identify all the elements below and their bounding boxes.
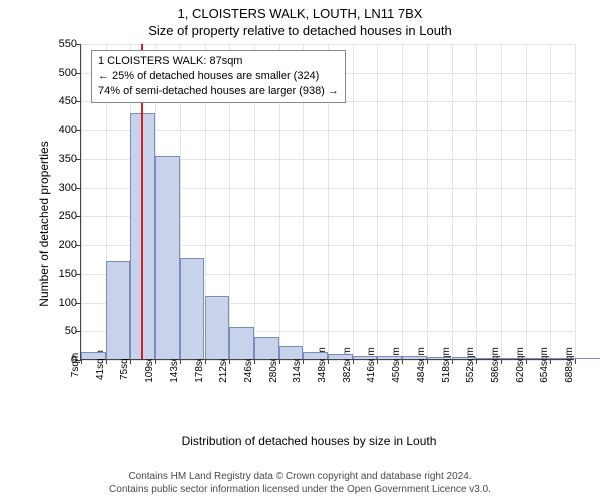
footer-line-1: Contains HM Land Registry data © Crown c… <box>0 470 600 483</box>
ytick-label: 450 <box>47 95 77 107</box>
footer-line-2: Contains public sector information licen… <box>0 483 600 496</box>
gridline-v <box>476 44 477 359</box>
xtick-label: 484sqm <box>416 347 427 383</box>
histogram-bar <box>353 356 378 359</box>
gridline-v <box>550 44 551 359</box>
x-axis-label: Distribution of detached houses by size … <box>44 434 574 448</box>
info-box: 1 CLOISTERS WALK: 87sqm ← 25% of detache… <box>91 50 346 103</box>
ytick-label: 150 <box>47 268 77 280</box>
chart-title-sub: Size of property relative to detached ho… <box>0 21 600 38</box>
histogram-bar <box>279 346 304 359</box>
xtick-mark <box>575 359 576 364</box>
histogram-bar <box>155 156 180 359</box>
xtick-mark <box>130 359 131 364</box>
histogram-bar <box>254 337 279 359</box>
histogram-bar <box>106 261 131 359</box>
xtick-label: 552sqm <box>465 347 476 383</box>
xtick-mark <box>377 359 378 364</box>
xtick-label: 7sqm <box>70 353 81 377</box>
gridline-v <box>427 44 428 359</box>
chart-container: Number of detached properties 0501001502… <box>44 44 574 404</box>
ytick-label: 350 <box>47 153 77 165</box>
histogram-bar <box>526 358 551 359</box>
histogram-bar <box>427 357 452 359</box>
ytick-label: 250 <box>47 210 77 222</box>
histogram-bar <box>377 356 402 359</box>
gridline-v <box>575 44 576 359</box>
xtick-label: 382sqm <box>342 347 353 383</box>
ytick-label: 100 <box>47 297 77 309</box>
xtick-mark <box>155 359 156 364</box>
gridline-v <box>81 44 82 359</box>
histogram-bar <box>303 352 328 359</box>
ytick-label: 500 <box>47 67 77 79</box>
xtick-mark <box>303 359 304 364</box>
xtick-label: 450sqm <box>391 347 402 383</box>
gridline-v <box>501 44 502 359</box>
gridline-v <box>526 44 527 359</box>
histogram-bar <box>328 354 353 359</box>
xtick-label: 416sqm <box>366 347 377 383</box>
histogram-bar <box>229 327 254 359</box>
xtick-mark <box>81 359 82 364</box>
info-line-1: 1 CLOISTERS WALK: 87sqm <box>98 54 339 69</box>
histogram-bar <box>452 357 477 359</box>
histogram-bar <box>81 352 106 359</box>
ytick-label: 200 <box>47 239 77 251</box>
xtick-mark <box>550 359 551 364</box>
xtick-label: 586sqm <box>490 347 501 383</box>
xtick-label: 688sqm <box>564 347 575 383</box>
xtick-mark <box>402 359 403 364</box>
gridline-v <box>353 44 354 359</box>
xtick-mark <box>328 359 329 364</box>
histogram-bar <box>402 356 427 359</box>
ytick-label: 300 <box>47 182 77 194</box>
info-line-3: 74% of semi-detached houses are larger (… <box>98 84 339 99</box>
xtick-mark <box>254 359 255 364</box>
y-axis-label: Number of detached properties <box>37 141 51 306</box>
plot-area: 0501001502002503003504004505005507sqm41s… <box>80 44 574 360</box>
histogram-bar <box>501 358 526 359</box>
histogram-bar <box>476 358 501 359</box>
histogram-bar <box>575 358 600 359</box>
chart-title-main: 1, CLOISTERS WALK, LOUTH, LN11 7BX <box>0 0 600 21</box>
xtick-mark <box>476 359 477 364</box>
gridline-v <box>377 44 378 359</box>
xtick-mark <box>501 359 502 364</box>
histogram-bar <box>205 296 230 359</box>
xtick-label: 654sqm <box>539 347 550 383</box>
ytick-label: 50 <box>47 325 77 337</box>
footer: Contains HM Land Registry data © Crown c… <box>0 470 600 496</box>
ytick-label: 550 <box>47 38 77 50</box>
info-line-2: ← 25% of detached houses are smaller (32… <box>98 69 339 84</box>
gridline-v <box>402 44 403 359</box>
histogram-bar <box>180 258 205 359</box>
xtick-mark <box>229 359 230 364</box>
gridline-v <box>452 44 453 359</box>
xtick-label: 620sqm <box>515 347 526 383</box>
ytick-label: 400 <box>47 124 77 136</box>
xtick-label: 518sqm <box>441 347 452 383</box>
histogram-bar <box>550 358 575 359</box>
